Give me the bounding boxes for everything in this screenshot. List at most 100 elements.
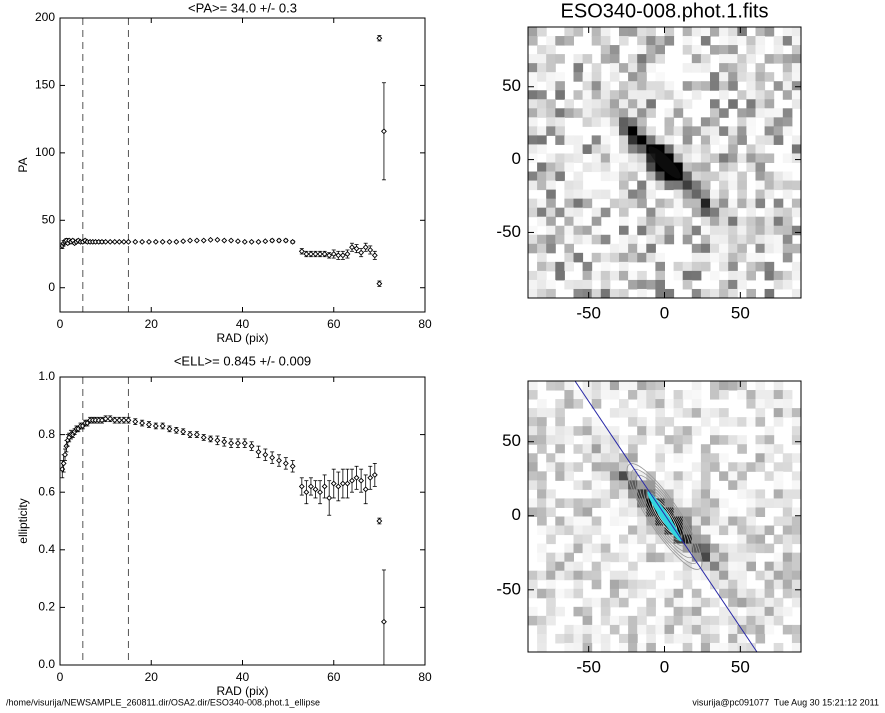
image-pixel	[737, 72, 747, 82]
image-pixel	[700, 198, 711, 209]
image-pixel	[619, 552, 629, 563]
image-pixel	[537, 399, 547, 409]
data-point	[298, 483, 305, 490]
image-pixel	[646, 399, 656, 409]
image-pixel	[646, 171, 656, 182]
image-pixel	[646, 426, 656, 436]
image-pixel	[773, 54, 784, 64]
image-pixel	[628, 252, 638, 263]
image-pixel	[628, 99, 638, 109]
image-pixel	[555, 498, 565, 508]
image-pixel	[746, 543, 756, 554]
image-pixel	[773, 36, 784, 46]
image-pixel	[664, 444, 675, 454]
image-pixel	[691, 426, 702, 436]
image-pixel	[728, 633, 738, 644]
image-pixel	[582, 453, 593, 463]
image-pixel	[710, 234, 720, 245]
image-pixel	[637, 54, 647, 64]
image-pixel	[573, 606, 584, 617]
image-pixel	[555, 225, 565, 236]
image-pixel	[728, 126, 738, 136]
image-pixel	[728, 162, 738, 173]
image-pixel	[664, 489, 675, 499]
image-pixel	[700, 525, 711, 536]
data-point	[248, 443, 255, 450]
image-pixel	[537, 417, 547, 427]
image-pixel	[564, 516, 574, 527]
image-pixel	[600, 252, 611, 263]
image-pixel	[609, 288, 620, 298]
image-pixel	[555, 435, 565, 445]
image-pixel	[582, 72, 593, 82]
y-tick-label: 0.8	[38, 427, 55, 441]
data-point	[371, 471, 378, 478]
image-pixel	[619, 270, 629, 281]
image-pixel	[719, 36, 729, 46]
image-pixel	[573, 642, 584, 652]
image-pixel	[573, 633, 584, 644]
image-pixel	[682, 516, 693, 527]
image-pixel	[673, 426, 684, 436]
image-pixel	[719, 543, 729, 554]
image-pixel	[600, 36, 611, 46]
image-pixel	[546, 408, 556, 418]
image-pixel	[755, 72, 766, 82]
image-pixel	[637, 399, 647, 409]
image-pixel	[564, 36, 574, 46]
image-pixel	[628, 435, 638, 445]
image-pixel	[546, 243, 556, 254]
image-pixel	[728, 480, 738, 490]
image-pixel	[773, 381, 784, 391]
image-pixel	[628, 561, 638, 572]
image-pixel	[719, 408, 729, 418]
image-pixel	[746, 126, 756, 136]
image-pixel	[609, 252, 620, 263]
image-pixel	[719, 498, 729, 508]
image-pixel	[764, 399, 775, 409]
image-pixel	[700, 480, 711, 490]
image-pixel	[546, 225, 556, 236]
image-pixel	[591, 435, 602, 445]
image-pixel	[555, 126, 565, 136]
image-pixel	[737, 90, 747, 100]
data-point	[107, 238, 114, 245]
image-pixel	[628, 189, 638, 200]
image-pixel	[773, 579, 784, 590]
image-pixel	[582, 552, 593, 563]
x-tick-label: 20	[145, 670, 159, 684]
image-pixel	[673, 444, 684, 454]
image-pixel	[755, 462, 766, 472]
image-pixel	[691, 588, 702, 599]
image-pixel	[646, 624, 656, 635]
image-pixel	[700, 27, 711, 37]
image-pixel	[555, 153, 565, 163]
data-point	[214, 437, 221, 444]
image-pixel	[737, 543, 747, 554]
plot-area	[60, 377, 387, 665]
image-pixel	[673, 606, 684, 617]
image-pixel	[737, 570, 747, 581]
image-pixel	[710, 579, 720, 590]
image-pixel	[782, 570, 793, 581]
image-pixel	[728, 642, 738, 652]
image-pixel	[528, 207, 538, 218]
image-pixel	[728, 81, 738, 91]
image-pixel	[609, 408, 620, 418]
data-point	[353, 245, 360, 252]
image-pixel	[609, 117, 620, 127]
image-pixel	[719, 579, 729, 590]
image-pixel	[782, 624, 793, 635]
image-pixel	[728, 288, 738, 298]
image-pixel	[591, 597, 602, 608]
image-pixel	[637, 426, 647, 436]
image-pixel	[546, 606, 556, 617]
image-pixel	[564, 216, 574, 227]
image-pixel	[600, 153, 611, 163]
image-pixel	[764, 189, 775, 200]
image-pixel	[628, 624, 638, 635]
image-pixel	[691, 270, 702, 281]
y-tick-label: 50	[502, 431, 521, 450]
image-pixel	[773, 606, 784, 617]
image-pixel	[573, 198, 584, 209]
